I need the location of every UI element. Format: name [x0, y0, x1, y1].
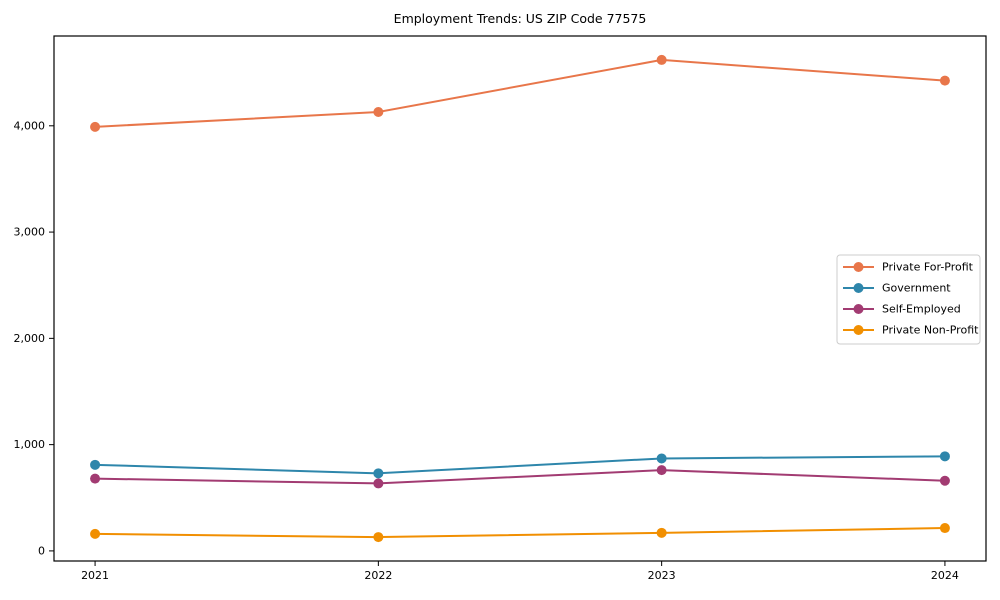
legend-marker-dot-government — [853, 283, 864, 293]
data-point — [90, 121, 101, 132]
data-point — [90, 473, 101, 484]
data-point — [656, 453, 667, 464]
data-point — [939, 75, 950, 86]
legend-box — [836, 254, 981, 345]
data-point — [939, 451, 950, 462]
y-tick-label: 3,000 — [14, 226, 46, 239]
data-point — [373, 468, 384, 479]
data-point — [90, 459, 101, 470]
data-point — [656, 527, 667, 538]
legend-label-government: Government — [882, 282, 951, 295]
legend-label-private-non-profit: Private Non-Profit — [882, 324, 979, 337]
y-tick-label: 1,000 — [14, 438, 46, 451]
y-tick-label: 2,000 — [14, 332, 46, 345]
legend-label-private-for-profit: Private For-Profit — [882, 261, 974, 274]
series-line-private-non-profit — [94, 527, 946, 539]
data-point — [939, 475, 950, 486]
x-tick-label: 2023 — [648, 569, 676, 582]
data-point — [656, 465, 667, 476]
data-point — [373, 106, 384, 117]
data-point — [939, 523, 950, 534]
data-point — [373, 532, 384, 543]
series-line-private-for-profit — [94, 58, 946, 128]
y-tick-label: 4,000 — [14, 119, 46, 132]
series-line-self-employed — [94, 469, 946, 485]
legend-marker-dot-private-non-profit — [853, 325, 864, 335]
legend-marker-dot-self-employed — [853, 304, 864, 314]
x-tick-label: 2022 — [364, 569, 392, 582]
chart-title: Employment Trends: US ZIP Code 77575 — [393, 11, 647, 26]
x-tick-label: 2021 — [81, 569, 109, 582]
legend-marker-dot-private-for-profit — [853, 262, 864, 272]
y-tick-label: 0 — [38, 544, 45, 557]
data-point — [373, 478, 384, 489]
x-tick-label: 2024 — [931, 569, 959, 582]
legend-label-self-employed: Self-Employed — [882, 303, 961, 316]
series-line-government — [94, 455, 946, 475]
data-point — [90, 528, 101, 539]
plot-area-border — [53, 35, 987, 562]
data-point — [656, 54, 667, 65]
